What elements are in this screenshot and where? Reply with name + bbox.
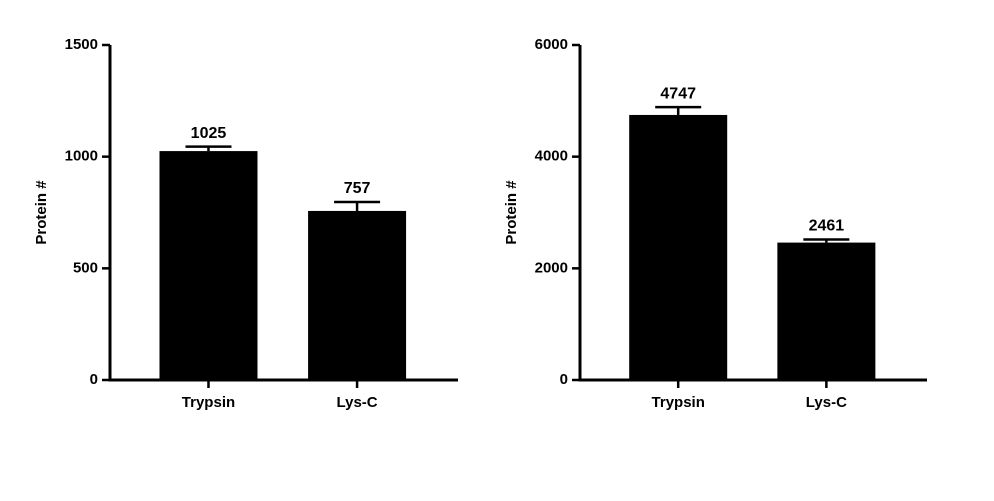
y-axis-label: Protein # [503,180,520,245]
y-tick-label: 500 [73,259,98,276]
bar [629,114,728,380]
x-tick-label: Lys-C [806,394,847,411]
value-label: 4747 [660,85,696,102]
y-axis-label: Protein # [33,180,50,245]
value-label: 757 [344,180,371,197]
value-label: 1025 [191,125,227,142]
x-tick-label: Lys-C [337,394,378,411]
y-tick-label: 1500 [65,36,98,53]
x-tick-label: Trypsin [182,394,235,411]
y-tick-label: 2000 [535,259,568,276]
y-tick-label: 1000 [65,148,98,165]
y-tick-label: 4000 [535,148,568,165]
y-tick-label: 0 [90,371,98,388]
bar [777,242,876,380]
x-tick-label: Trypsin [652,394,705,411]
bar [159,151,258,380]
value-label: 2461 [809,218,845,235]
y-tick-label: 0 [560,371,568,388]
y-tick-label: 6000 [535,36,568,53]
bar [308,210,407,380]
